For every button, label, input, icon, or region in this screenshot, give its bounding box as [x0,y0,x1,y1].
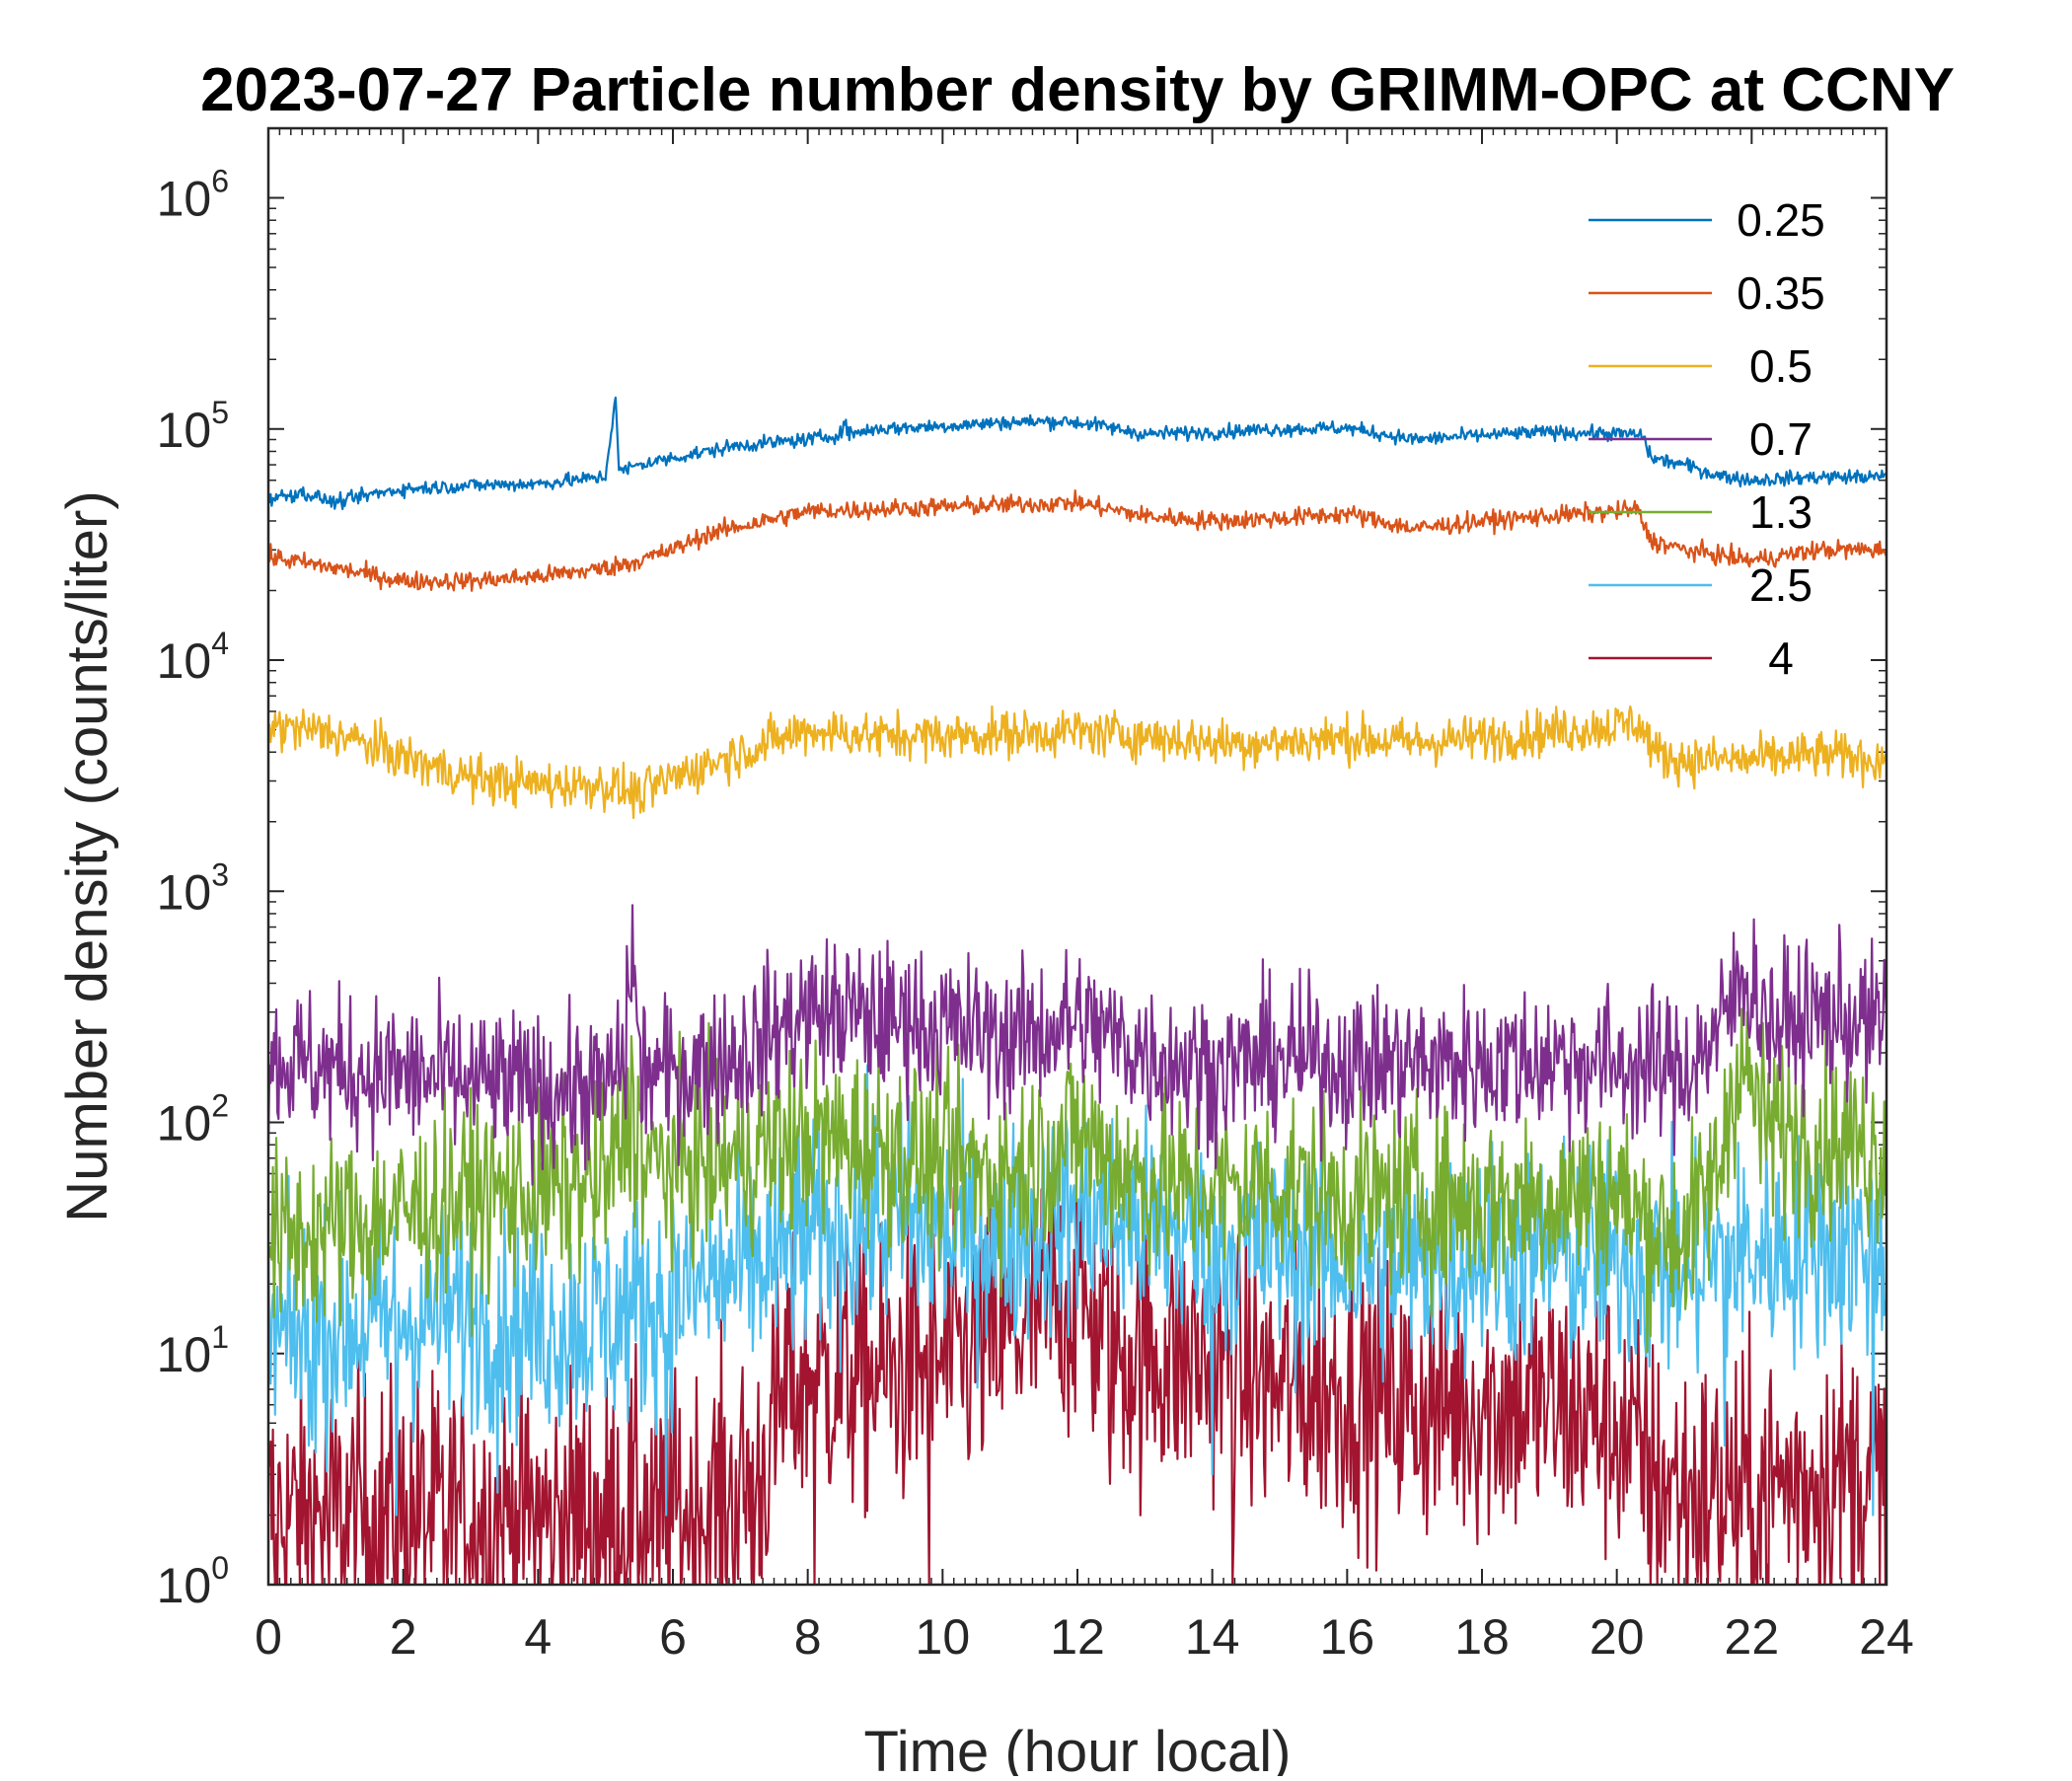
legend-label: 1.3 [1749,486,1813,538]
legend-label: 4 [1768,632,1794,684]
y-axis-label: Number density (counts/liter) [55,490,119,1222]
plot-frame [266,126,1888,1587]
x-tick-label: 12 [1050,1609,1105,1665]
x-tick-label: 14 [1185,1609,1240,1665]
x-tick-label: 2 [390,1609,417,1665]
series-line-0-25 [266,396,1887,510]
series-line-0-7 [266,904,1888,1186]
legend-label: 0.7 [1749,413,1813,465]
x-axis-label: Time (hour local) [864,1720,1292,1776]
x-tick-label: 4 [524,1609,552,1665]
chart-title: 2023-07-27 Particle number density by GR… [200,56,1955,124]
y-tick-label: 100 [157,1550,229,1613]
x-tick-label: 0 [255,1609,282,1665]
x-tick-label: 6 [659,1609,687,1665]
x-tick-label: 22 [1725,1609,1780,1665]
y-tick-labels: 100 101 102 103 104 105 106 [157,164,229,1613]
y-tick-label: 101 [157,1319,229,1382]
x-tick-label: 20 [1590,1609,1645,1665]
series-line-0-35 [266,489,1888,592]
x-tick-label: 24 [1859,1609,1914,1665]
series-line-0-5 [266,705,1888,820]
legend-label: 2.5 [1749,559,1813,611]
x-tick-label: 18 [1454,1609,1510,1665]
x-tick-label: 16 [1320,1609,1375,1665]
legend-label: 0.35 [1737,267,1825,319]
legend-label: 0.25 [1737,194,1825,246]
series-layer [266,396,1888,1587]
y-tick-label: 105 [157,395,229,458]
legend: 0.25 0.35 0.5 0.7 1.3 2.5 4 [1589,194,1825,684]
y-tick-label: 106 [157,164,229,227]
x-tick-label: 10 [916,1609,971,1665]
y-tick-label: 104 [157,626,229,689]
legend-label: 0.5 [1749,340,1813,392]
x-tick-label: 8 [794,1609,822,1665]
y-tick-label: 102 [157,1088,229,1151]
x-tick-labels: 0 2 4 6 8 10 12 14 16 18 20 22 24 [255,1609,1914,1665]
y-tick-label: 103 [157,856,229,920]
series-line-1-3 [267,1007,1888,1354]
